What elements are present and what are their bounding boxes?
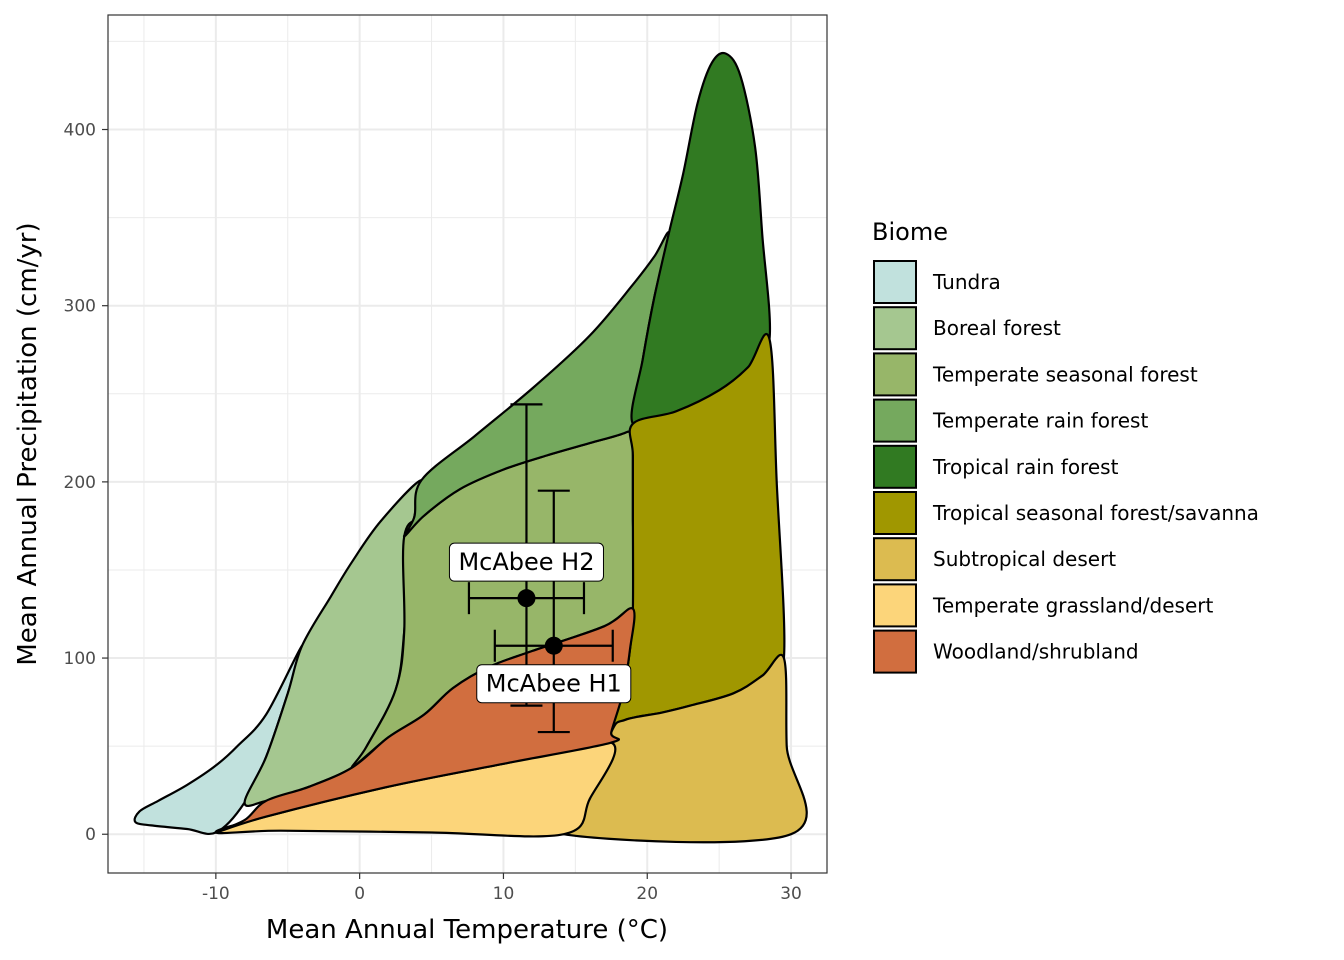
point-label-text: McAbee H1 [486, 670, 622, 698]
legend-label-woodland-shrubland: Woodland/shrubland [933, 640, 1139, 664]
y-tick-label: 400 [64, 121, 96, 141]
legend-label-boreal-forest: Boreal forest [933, 316, 1061, 340]
x-axis-title: Mean Annual Temperature (°C) [266, 915, 668, 945]
legend-key-temperate-rain-forest [873, 398, 917, 443]
legend-key-subtropical-desert [873, 537, 917, 582]
y-axis-ticks: 0 100 200 300 400 [64, 121, 108, 845]
x-tick-label: 30 [780, 884, 802, 904]
legend-label-tundra: Tundra [932, 270, 1001, 294]
y-tick-label: 300 [64, 297, 96, 317]
biome-polygons [133, 51, 808, 844]
biome-region-woodland-shrubland [214, 606, 636, 834]
legend-key-tundra [873, 260, 917, 304]
data-point [517, 589, 536, 608]
point-label-text: McAbee H2 [458, 548, 594, 576]
y-tick-label: 200 [64, 473, 96, 493]
biome-region-tropical-rain-forest [630, 51, 772, 428]
x-tick-label: -10 [202, 884, 230, 904]
point-label: McAbee H2 [448, 542, 604, 582]
legend-key-tropical-rain-forest [873, 444, 917, 489]
legend-title: Biome [872, 218, 948, 246]
point-label-box [448, 542, 604, 582]
point-label-box [476, 664, 632, 704]
y-tick-label: 100 [64, 649, 96, 669]
data-point [544, 636, 563, 655]
data-points [517, 589, 563, 655]
legend-label-tropical-seasonal-forest-savanna: Tropical seasonal forest/savanna [932, 501, 1259, 525]
x-tick-label: 0 [354, 884, 365, 904]
legend-label-temperate-seasonal-forest: Temperate seasonal forest [932, 362, 1198, 386]
panel-border [107, 14, 828, 874]
legend-key-temperate-grassland-desert [873, 583, 917, 628]
legend-label-subtropical-desert: Subtropical desert [933, 547, 1116, 571]
x-tick-label: 20 [636, 884, 658, 904]
y-axis-title: Mean Annual Precipitation (cm/yr) [13, 222, 43, 665]
legend-label-temperate-rain-forest: Temperate rain forest [932, 409, 1148, 433]
legend: Biome Tundra Boreal forest Temperate seaso… [872, 218, 1259, 674]
legend-key-tropical-seasonal-forest-savanna [873, 491, 917, 535]
legend-key-boreal-forest [873, 306, 917, 351]
legend-key-temperate-seasonal-forest [873, 352, 917, 397]
y-tick-label: 0 [85, 825, 96, 845]
x-tick-label: 10 [493, 884, 515, 904]
x-axis-ticks: -10 0 10 20 30 [202, 873, 802, 904]
legend-label-temperate-grassland-desert: Temperate grassland/desert [932, 593, 1213, 617]
point-label: McAbee H1 [476, 664, 632, 704]
legend-label-tropical-rain-forest: Tropical rain forest [932, 455, 1119, 479]
legend-key-woodland-shrubland [873, 629, 917, 674]
point-labels: McAbee H2 McAbee H1 [448, 542, 632, 704]
